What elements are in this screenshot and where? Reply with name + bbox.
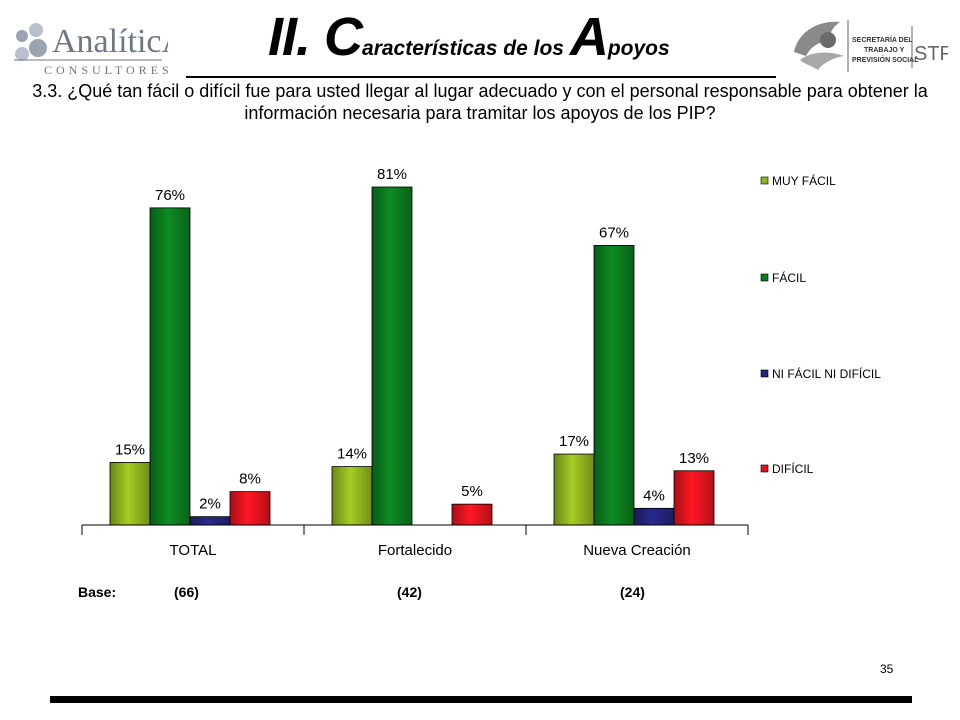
bar-dif-cil-1 [451, 503, 493, 526]
legend-label: NI FÁCIL NI DIFÍCIL [772, 366, 881, 381]
base-total: (66) [174, 584, 199, 600]
legend-swatch [760, 273, 769, 282]
category-label: TOTAL [170, 542, 217, 559]
question-text: 3.3. ¿Qué tan fácil o difícil fue para u… [32, 81, 928, 123]
bar-muy-f-cil-1 [331, 466, 373, 526]
bar-muy-f-cil-0 [109, 462, 151, 526]
analitica-logo-text: AnalíticA [52, 23, 168, 60]
axis-layer: TOTAL Fortalecido Nueva Creación [81, 524, 749, 559]
value-label: 15% [115, 441, 145, 458]
value-label: 5% [461, 483, 483, 500]
legend-swatch [760, 464, 769, 473]
bar-muy-f-cil-2 [553, 453, 595, 526]
title-part-middle: aracterísticas de los [362, 37, 570, 60]
bar-ni-f-cil-ni-dif-cil-2 [633, 507, 675, 526]
value-label: 17% [559, 433, 589, 450]
stps-line1: SECRETARÍA DEL [852, 35, 913, 44]
stps-line2: TRABAJO Y [864, 47, 905, 54]
category-label: Nueva Creación [583, 542, 691, 559]
bar-dif-cil-2 [673, 470, 715, 526]
title-block: II. Características de los Apoyos [186, 4, 776, 78]
title-part-a: A [569, 7, 609, 67]
value-label: 2% [199, 496, 221, 513]
title-part-end: poyos [607, 37, 670, 60]
value-label: 4% [643, 487, 665, 504]
base-fortalecido: (42) [397, 584, 422, 600]
analitica-logo: AnalíticA CONSULTORES [8, 10, 187, 80]
page-title: II. Características de los Apoyos [268, 6, 670, 68]
analitica-logo-subtext: CONSULTORES [44, 63, 168, 77]
title-underline [186, 76, 776, 78]
value-label: 81% [377, 166, 407, 183]
page-number: 35 [880, 662, 894, 676]
value-label: 14% [337, 446, 367, 463]
stps-line3: PREVISIÓN SOCIAL [852, 55, 919, 64]
value-label: 67% [599, 224, 629, 241]
footer-bar [50, 696, 912, 703]
value-label: 8% [239, 471, 261, 488]
title-part-roman: II. [268, 7, 325, 67]
title-part-c: C [324, 7, 363, 67]
bar-f-cil-1 [371, 186, 413, 526]
legend-swatch [760, 176, 769, 185]
category-label: Fortalecido [378, 542, 452, 559]
legend-label: DIFÍCIL [772, 461, 814, 476]
bar-f-cil-0 [149, 207, 191, 526]
value-labels-layer: 15% 76% 2% 8% 14% 81% 5% 17% 67% 4% 13% [115, 166, 709, 513]
value-label: 13% [679, 450, 709, 467]
grouped-bar-chart: TOTAL Fortalecido Nueva Creación 15% 76% 2% 8… [81, 166, 881, 559]
legend: MUY FÁCIL FÁCIL NI FÁCIL NI DIFÍCIL DIFÍCIL [760, 173, 881, 476]
base-label: Base: [78, 584, 117, 600]
legend-label: FÁCIL [772, 270, 806, 285]
value-label: 76% [155, 187, 185, 204]
base-nueva-creacion: (24) [620, 584, 645, 600]
bar-f-cil-2 [593, 245, 635, 526]
bar-ni-f-cil-ni-dif-cil-0 [189, 516, 231, 526]
legend-label: MUY FÁCIL [772, 173, 836, 188]
legend-swatch [760, 369, 769, 378]
bar-dif-cil-0 [229, 491, 271, 526]
